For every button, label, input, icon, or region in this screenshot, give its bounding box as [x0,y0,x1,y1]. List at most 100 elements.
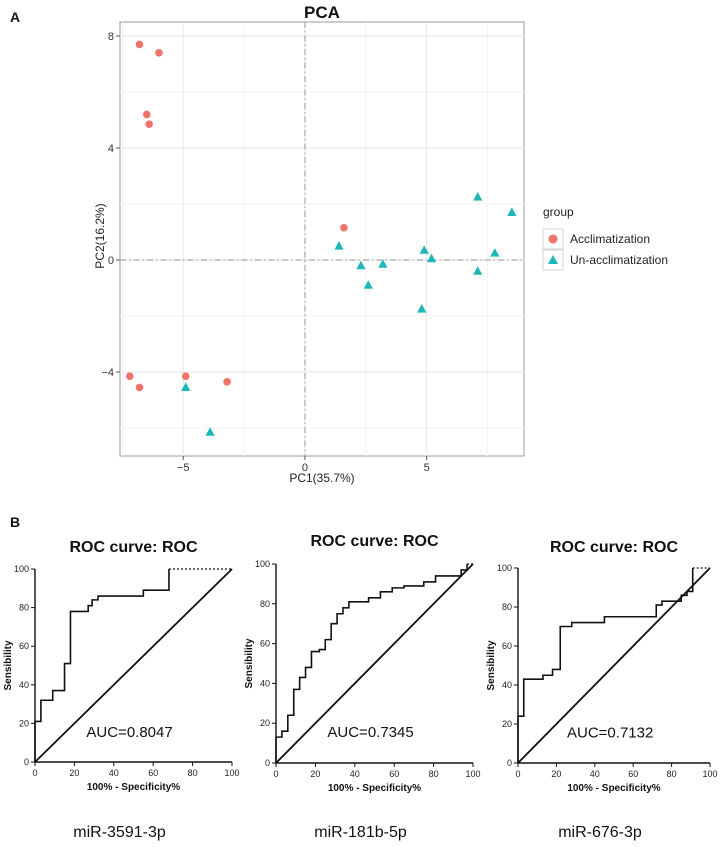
roc-xlabel: 100% - Specificity% [87,782,180,793]
pca-xlabel: PC1(35.7%) [289,471,354,485]
roc-caption: miR-181b-5p [314,824,407,841]
roc-chart-mir-181b-5p: ROC curve: ROC 00 20 20 40 40 60 60 80 80 100 100 10… [244,533,481,841]
pca-point-un-acclimatization [356,260,366,270]
pca-y-tick-label: 0 [108,255,114,267]
roc-y-tick-label: 40 [502,680,512,690]
legend-label-un-acclimatization: Un-acclimatization [570,253,668,267]
pca-y-tick-label: 4 [108,143,114,155]
roc-x-tick-label: 80 [188,768,198,778]
roc-caption: miR-3591-3p [73,824,166,841]
roc-x-tick-label: 40 [109,768,119,778]
roc-xlabel: 100% - Specificity% [328,783,421,794]
pca-point-acclimatization [340,224,348,232]
roc-y-tick-label: 20 [260,718,270,728]
roc-x-tick-label: 0 [32,768,37,778]
pca-point-acclimatization [145,120,154,128]
roc-diagonal [275,563,474,764]
roc-curve [517,568,694,763]
legend-title: group [543,205,574,219]
roc-chart-mir-676-3p: ROC curve: ROC 00 20 20 40 40 60 60 80 80 100 100 10… [486,539,718,841]
roc-y-tick-label: 60 [260,639,270,649]
roc-y-tick-label: 60 [19,641,29,651]
pca-point-acclimatization [155,49,163,57]
roc-auc-label: AUC=0.7345 [327,724,413,741]
roc-y-tick-label: 80 [260,599,270,609]
roc-y-tick-label: 0 [265,758,270,768]
roc-x-tick-label: 20 [69,768,79,778]
roc-y-tick-label: 100 [255,559,270,569]
roc-ylabel: Sensibility [244,638,255,688]
pca-point-un-acclimatization [473,266,483,275]
legend-key-acclimatization [548,234,558,244]
roc-x-tick-label: 60 [389,769,399,779]
pca-point-un-acclimatization [419,245,429,254]
pca-point-acclimatization [135,40,144,49]
pca-grid [120,22,524,456]
roc-x-tick-label: 40 [590,769,600,779]
roc-y-tick-label: 80 [502,602,512,612]
roc-x-tick-label: 40 [350,769,360,779]
roc-x-tick-label: 100 [702,769,717,779]
pca-title: PCA [304,3,340,22]
pca-y-tick-label: 8 [108,31,114,43]
pca-point-acclimatization [181,372,190,381]
roc-y-tick-label: 40 [260,678,270,688]
roc-y-tick-label: 0 [24,757,29,767]
pca-point-un-acclimatization [507,207,517,216]
roc-y-tick-label: 20 [19,718,29,728]
roc-auc-label: AUC=0.8047 [86,724,172,741]
legend-label-acclimatization: Acclimatization [570,232,650,246]
roc-x-tick-label: 20 [310,769,320,779]
roc-y-tick-label: 100 [497,563,512,573]
roc-caption: miR-676-3p [558,824,642,841]
pca-point-un-acclimatization [490,248,500,257]
pca-point-un-acclimatization [181,382,191,391]
panel-label-a: A [10,9,20,25]
roc-x-tick-label: 100 [224,768,239,778]
roc-curve [34,569,170,762]
pca-point-acclimatization [125,372,134,381]
pca-point-un-acclimatization [363,280,373,289]
panel-label-b: B [10,514,20,530]
roc-x-tick-label: 100 [465,769,480,779]
pca-ylabel: PC2(16.2%) [93,203,107,268]
roc-diagonal [34,568,233,763]
roc-x-tick-label: 60 [628,769,638,779]
roc-ylabel: Sensibility [486,640,497,690]
pca-points [125,40,517,436]
roc-x-tick-label: 80 [429,769,439,779]
pca-point-un-acclimatization [473,192,483,201]
roc-chart-mir-3591-3p: ROC curve: ROC 00 20 20 40 40 60 60 80 80 100 100 10… [3,539,240,841]
roc-title: ROC curve: ROC [310,533,438,550]
roc-y-tick-label: 40 [19,680,29,690]
pca-y-tick-label: −4 [101,367,114,379]
pca-chart: −5 0 5 −4 0 4 8 PCA PC1(35.7%) PC2(16.2%) grou… [93,3,668,485]
roc-y-tick-label: 100 [14,564,29,574]
roc-title: ROC curve: ROC [69,539,197,556]
pca-axes: −5 0 5 −4 0 4 8 [101,31,429,474]
roc-curve [275,564,468,763]
roc-y-tick-label: 60 [502,641,512,651]
roc-y-tick-label: 20 [502,719,512,729]
pca-point-un-acclimatization [205,427,215,436]
pca-point-un-acclimatization [417,304,427,313]
pca-x-tick-label: 5 [424,462,430,474]
pca-x-tick-label: −5 [177,462,190,474]
roc-auc-label: AUC=0.7132 [567,725,653,742]
roc-x-tick-label: 0 [273,769,278,779]
roc-ylabel: Sensibility [3,640,14,690]
pca-x-tick-label: 0 [302,462,308,474]
pca-point-acclimatization [135,383,144,392]
pca-legend: group Acclimatization Un-acclimatization [542,205,668,271]
pca-point-acclimatization [223,378,231,386]
roc-title: ROC curve: ROC [550,539,678,556]
roc-x-tick-label: 80 [667,769,677,779]
roc-x-tick-label: 20 [551,769,561,779]
pca-point-acclimatization [142,110,151,119]
roc-y-tick-label: 80 [19,603,29,613]
legend-key-un-acclimatization [548,255,558,264]
pca-point-un-acclimatization [378,259,388,268]
pca-plot-background [119,21,525,457]
pca-point-un-acclimatization [334,241,344,250]
